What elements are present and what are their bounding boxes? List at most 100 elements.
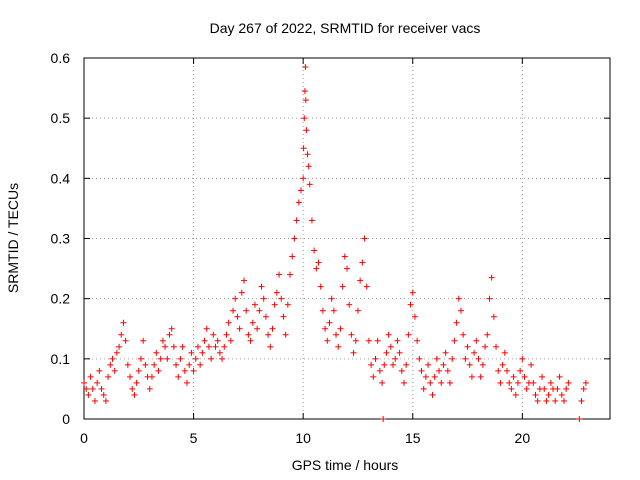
data-point [273,289,280,296]
data-point [85,391,92,398]
data-point [96,367,103,374]
data-point [186,361,193,368]
data-point [488,274,495,281]
data-point [81,379,87,386]
data-point [471,349,478,356]
data-point [506,379,513,386]
data-point [346,301,353,308]
data-point [295,199,302,206]
data-point [234,313,241,320]
data-point [477,373,484,380]
data-point [359,259,366,266]
data-point [306,181,313,188]
data-point [433,355,440,362]
data-point [212,343,219,350]
data-point [510,373,517,380]
data-point [315,259,322,266]
data-point [89,385,96,392]
y-tick-label: 0.2 [51,291,71,307]
data-point [100,391,107,398]
data-point [444,367,451,374]
data-point [201,337,208,344]
data-point [205,343,212,350]
data-point [449,355,456,362]
data-point [120,319,127,326]
x-tick-label: 15 [405,430,421,446]
data-point [541,385,548,392]
data-point [197,361,204,368]
data-point [301,115,308,122]
data-point [490,313,497,320]
data-point [308,217,315,224]
data-point [243,307,250,314]
data-point [83,385,90,392]
chart-title: Day 267 of 2022, SRMTID for receiver vac… [210,20,481,36]
data-point [94,379,101,386]
x-tick-label: 20 [515,430,531,446]
data-point [148,373,155,380]
data-point [164,355,171,362]
data-point [365,337,372,344]
data-point [543,397,550,404]
data-point [479,361,486,368]
data-point [460,331,467,338]
data-point [289,253,296,260]
data-point [486,295,493,302]
data-point [416,355,423,362]
data-point [276,271,283,278]
data-point [436,367,443,374]
y-tick-label: 0.6 [51,50,71,66]
data-point [230,307,237,314]
data-point [519,355,526,362]
data-point [379,379,386,386]
data-point [151,361,158,368]
data-point [468,373,475,380]
data-points [81,64,589,422]
data-point [109,355,116,362]
data-point [348,331,355,338]
data-point [411,313,418,320]
data-point [560,397,567,404]
data-point [159,337,166,344]
data-point [313,265,320,272]
x-tick-labels: 0 5 10 15 20 [80,430,530,446]
data-point [105,373,112,380]
data-point [155,367,162,374]
x-tick-label: 0 [80,430,88,446]
data-point [219,355,226,362]
data-point [173,361,180,368]
data-point [129,385,136,392]
data-point [398,367,405,374]
y-tick-label: 0.5 [51,110,71,126]
data-point [260,295,267,302]
data-point [440,361,447,368]
data-point [87,373,94,380]
data-point [190,367,197,374]
data-point [344,265,350,272]
data-point [282,331,289,338]
data-point [188,349,195,356]
data-point [142,361,149,368]
data-point [181,367,188,374]
data-point [381,361,388,368]
data-point [354,307,361,314]
data-point [111,367,118,374]
data-point [547,379,554,386]
data-point [554,385,561,392]
data-point [280,313,287,320]
data-point [303,127,310,134]
data-point [146,385,153,392]
data-point [284,301,291,308]
data-point [328,295,335,302]
data-point [227,337,234,344]
data-point [322,325,329,332]
data-point [251,301,258,308]
data-point [113,349,120,356]
data-point [473,337,480,344]
data-point [293,217,300,224]
data-point [91,397,98,404]
data-point [210,331,217,338]
data-point [580,385,587,392]
data-point [497,379,504,386]
x-axis-label: GPS time / hours [292,457,399,473]
